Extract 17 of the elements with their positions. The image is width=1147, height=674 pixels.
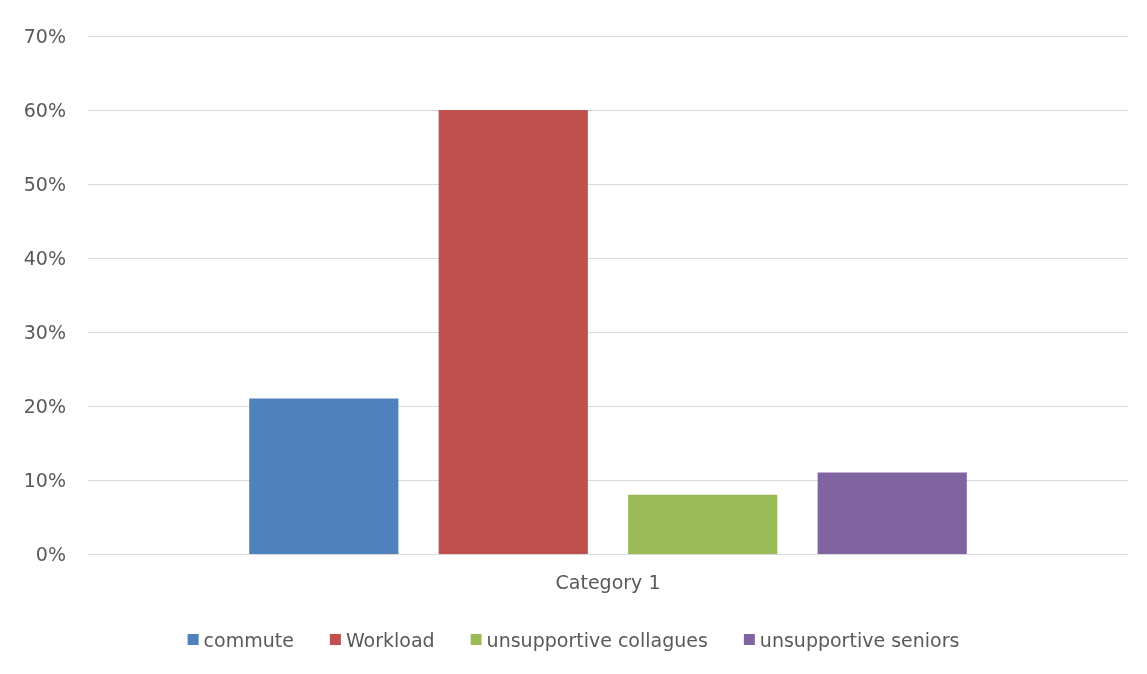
- x-tick-label: Category 1: [555, 570, 661, 593]
- y-tick-label: 20%: [23, 395, 66, 417]
- legend-label: Workload: [345, 628, 435, 651]
- y-tick-label: 0%: [35, 543, 66, 565]
- bar: [817, 472, 967, 554]
- bar: [628, 494, 778, 554]
- legend-label: unsupportive collagues: [486, 628, 708, 651]
- y-tick-label: 30%: [23, 321, 66, 343]
- y-tick-label: 60%: [23, 99, 66, 121]
- bar: [249, 398, 399, 554]
- y-tick-label: 50%: [23, 173, 66, 195]
- legend-label: commute: [203, 628, 294, 651]
- y-tick-label: 40%: [23, 247, 66, 269]
- y-tick-label: 70%: [23, 25, 66, 47]
- y-tick-label: 10%: [23, 469, 66, 491]
- legend-label: unsupportive seniors: [759, 628, 960, 651]
- bar: [438, 110, 588, 554]
